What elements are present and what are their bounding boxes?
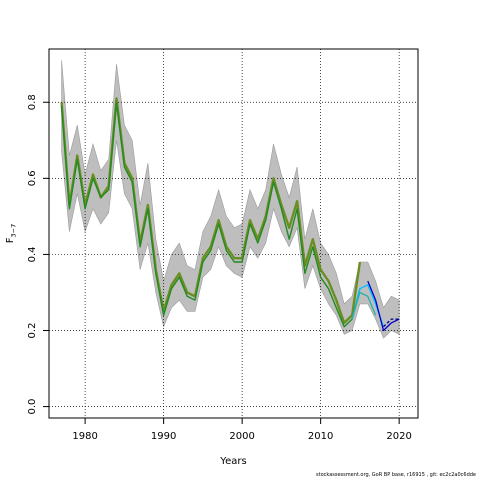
y-tick-label-0: 0.0	[27, 399, 38, 415]
y-axis-label-main: F	[5, 237, 16, 243]
series-line-retro2	[351, 291, 377, 320]
plot-frame	[48, 48, 419, 419]
footer-credit: stockassessment.org, GoR BP base, r16915…	[316, 472, 476, 478]
y-tick-label-0.2: 0.2	[27, 323, 38, 339]
y-tick-label-0.6: 0.6	[27, 170, 38, 186]
series-line-retro3	[367, 280, 400, 332]
series-line-overlay	[60, 101, 361, 328]
series-layer	[60, 97, 400, 332]
axis-layer: 1980 1990 2000 2010 2020 0.0 0.2 0.4 0.6 0.8	[27, 94, 412, 442]
series-line-retro4	[383, 318, 400, 328]
x-tick-label-2020: 2020	[386, 431, 411, 442]
y-tick-label-0.8: 0.8	[27, 94, 38, 110]
x-tick-label-2000: 2000	[229, 431, 254, 442]
y-axis-label-subscript: 3−7	[10, 224, 18, 238]
x-axis-label: Years	[219, 456, 246, 467]
y-tick-label-0.4: 0.4	[27, 246, 38, 262]
x-tick-label-1980: 1980	[72, 431, 97, 442]
y-axis-label: F3−7	[5, 224, 18, 243]
x-tick-label-2010: 2010	[308, 431, 333, 442]
x-tick-label-1990: 1990	[151, 431, 176, 442]
